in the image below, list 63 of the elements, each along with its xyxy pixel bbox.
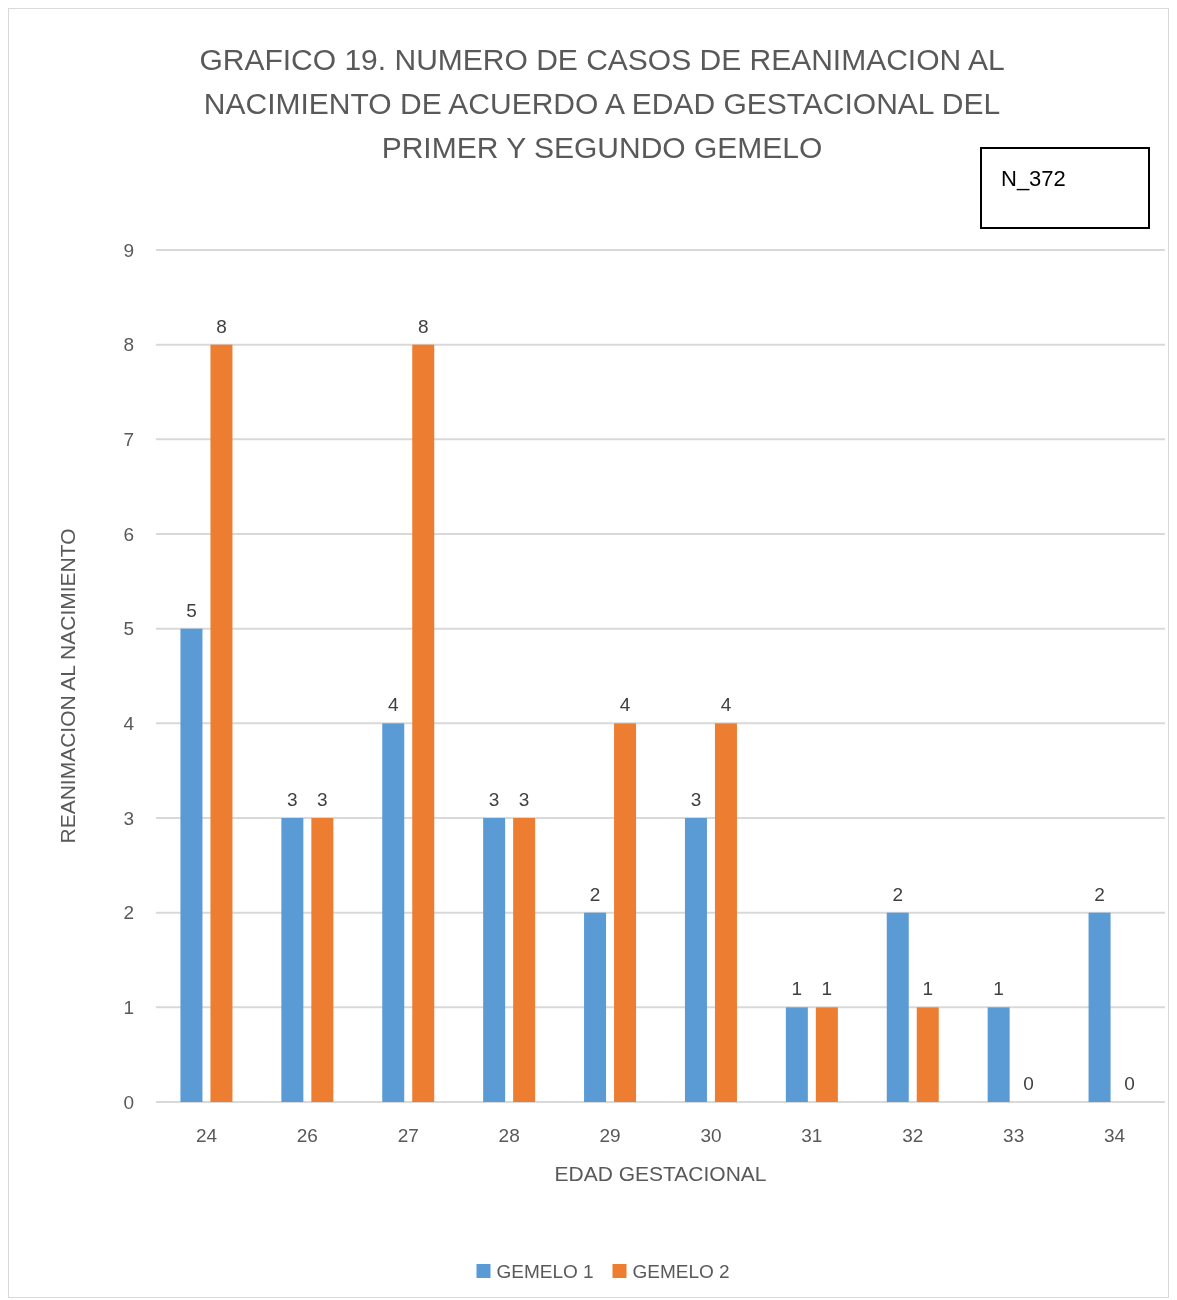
y-tick-label: 0 xyxy=(123,1091,134,1113)
bar xyxy=(987,1007,1010,1102)
bar xyxy=(886,912,909,1102)
bar xyxy=(714,723,737,1102)
data-label: 3 xyxy=(488,789,500,810)
data-label: 1 xyxy=(821,978,833,1000)
y-tick-label: 3 xyxy=(123,807,134,829)
y-tick-label: 7 xyxy=(123,428,134,450)
bar xyxy=(684,818,707,1102)
data-label: 3 xyxy=(690,789,702,810)
y-tick-label: 8 xyxy=(123,334,134,356)
data-label: 4 xyxy=(720,694,732,716)
bar xyxy=(614,723,637,1102)
x-tick-label: 27 xyxy=(397,1125,419,1146)
legend-label: GEMELO 2 xyxy=(632,1261,730,1282)
data-label: 1 xyxy=(791,978,803,1000)
y-tick-label: 1 xyxy=(123,996,134,1018)
x-tick-label: 24 xyxy=(195,1125,218,1146)
data-label: 5 xyxy=(186,599,197,621)
x-axis-title: EDAD GESTACIONAL xyxy=(554,1162,767,1185)
data-label: 8 xyxy=(417,315,429,337)
data-label: 4 xyxy=(619,694,631,716)
y-tick-label: 9 xyxy=(123,239,134,261)
data-label: 3 xyxy=(317,789,328,810)
bar xyxy=(916,1007,939,1102)
bar xyxy=(483,818,506,1102)
x-tick-label: 33 xyxy=(1003,1125,1025,1146)
data-label: 8 xyxy=(216,315,227,337)
bar xyxy=(1088,912,1111,1102)
bar xyxy=(815,1007,838,1102)
bar xyxy=(382,723,405,1102)
bar xyxy=(513,818,536,1102)
bar xyxy=(785,1007,808,1102)
bar xyxy=(210,344,233,1102)
bar xyxy=(180,628,203,1102)
bar xyxy=(584,912,607,1102)
data-label: 1 xyxy=(993,978,1004,1000)
bar xyxy=(311,818,334,1102)
x-tick-label: 34 xyxy=(1103,1125,1126,1146)
data-label: 1 xyxy=(922,978,934,1000)
data-label: 2 xyxy=(1094,883,1105,905)
data-label: 3 xyxy=(287,789,298,810)
bar xyxy=(281,818,304,1102)
y-axis-title: REANIMACION AL NACIMIENTO xyxy=(56,528,79,844)
bar xyxy=(412,344,435,1102)
x-tick-label: 29 xyxy=(599,1125,621,1146)
x-tick-label: 32 xyxy=(902,1125,924,1146)
y-tick-label: 4 xyxy=(123,712,135,734)
y-tick-label: 5 xyxy=(123,618,134,640)
data-label: 3 xyxy=(518,789,530,810)
legend-label: GEMELO 1 xyxy=(496,1261,594,1282)
x-tick-label: 28 xyxy=(498,1125,520,1146)
y-tick-label: 6 xyxy=(123,523,134,545)
y-tick-label: 2 xyxy=(123,902,134,924)
x-tick-label: 31 xyxy=(801,1125,823,1146)
data-label: 0 xyxy=(1023,1073,1034,1094)
x-tick-label: 30 xyxy=(700,1125,722,1146)
data-label: 0 xyxy=(1124,1073,1135,1094)
note-box: N_372 xyxy=(980,147,1150,229)
data-label: 2 xyxy=(589,883,601,905)
data-label: 4 xyxy=(387,694,399,716)
data-label: 2 xyxy=(892,883,904,905)
x-tick-label: 26 xyxy=(296,1125,318,1146)
